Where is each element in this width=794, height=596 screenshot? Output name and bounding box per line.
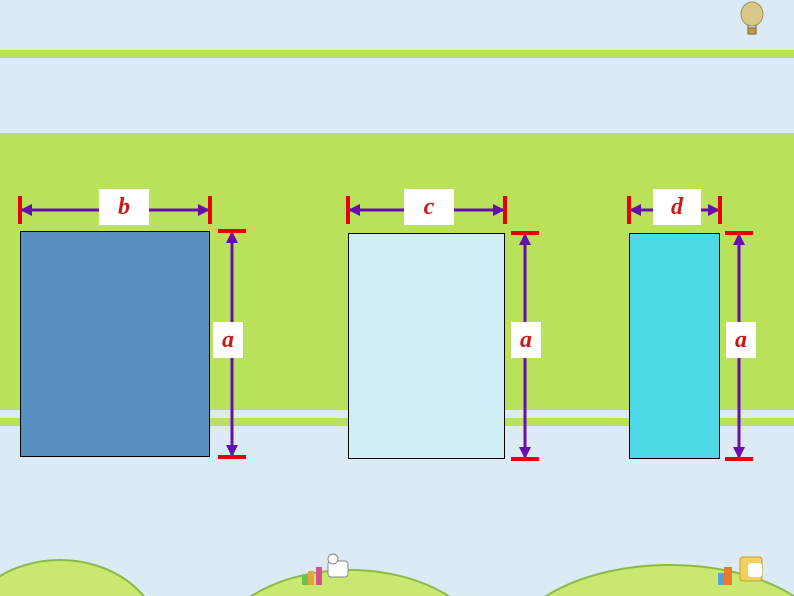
balloon-icon xyxy=(737,2,767,42)
rect-b xyxy=(20,231,210,457)
rect-b-width-label: b xyxy=(99,189,149,225)
rect-d-width-label: d xyxy=(653,189,701,225)
hill-decoration xyxy=(718,545,778,595)
rect-d xyxy=(629,233,720,459)
rect-c xyxy=(348,233,505,459)
rect-d-height-label: a xyxy=(726,322,756,358)
rect-c-width-label: c xyxy=(404,189,454,225)
diagram-stage: b a c a d a xyxy=(0,0,794,596)
hill-decoration xyxy=(300,543,360,593)
rect-b-height-label: a xyxy=(213,322,243,358)
rect-c-height-label: a xyxy=(511,322,541,358)
